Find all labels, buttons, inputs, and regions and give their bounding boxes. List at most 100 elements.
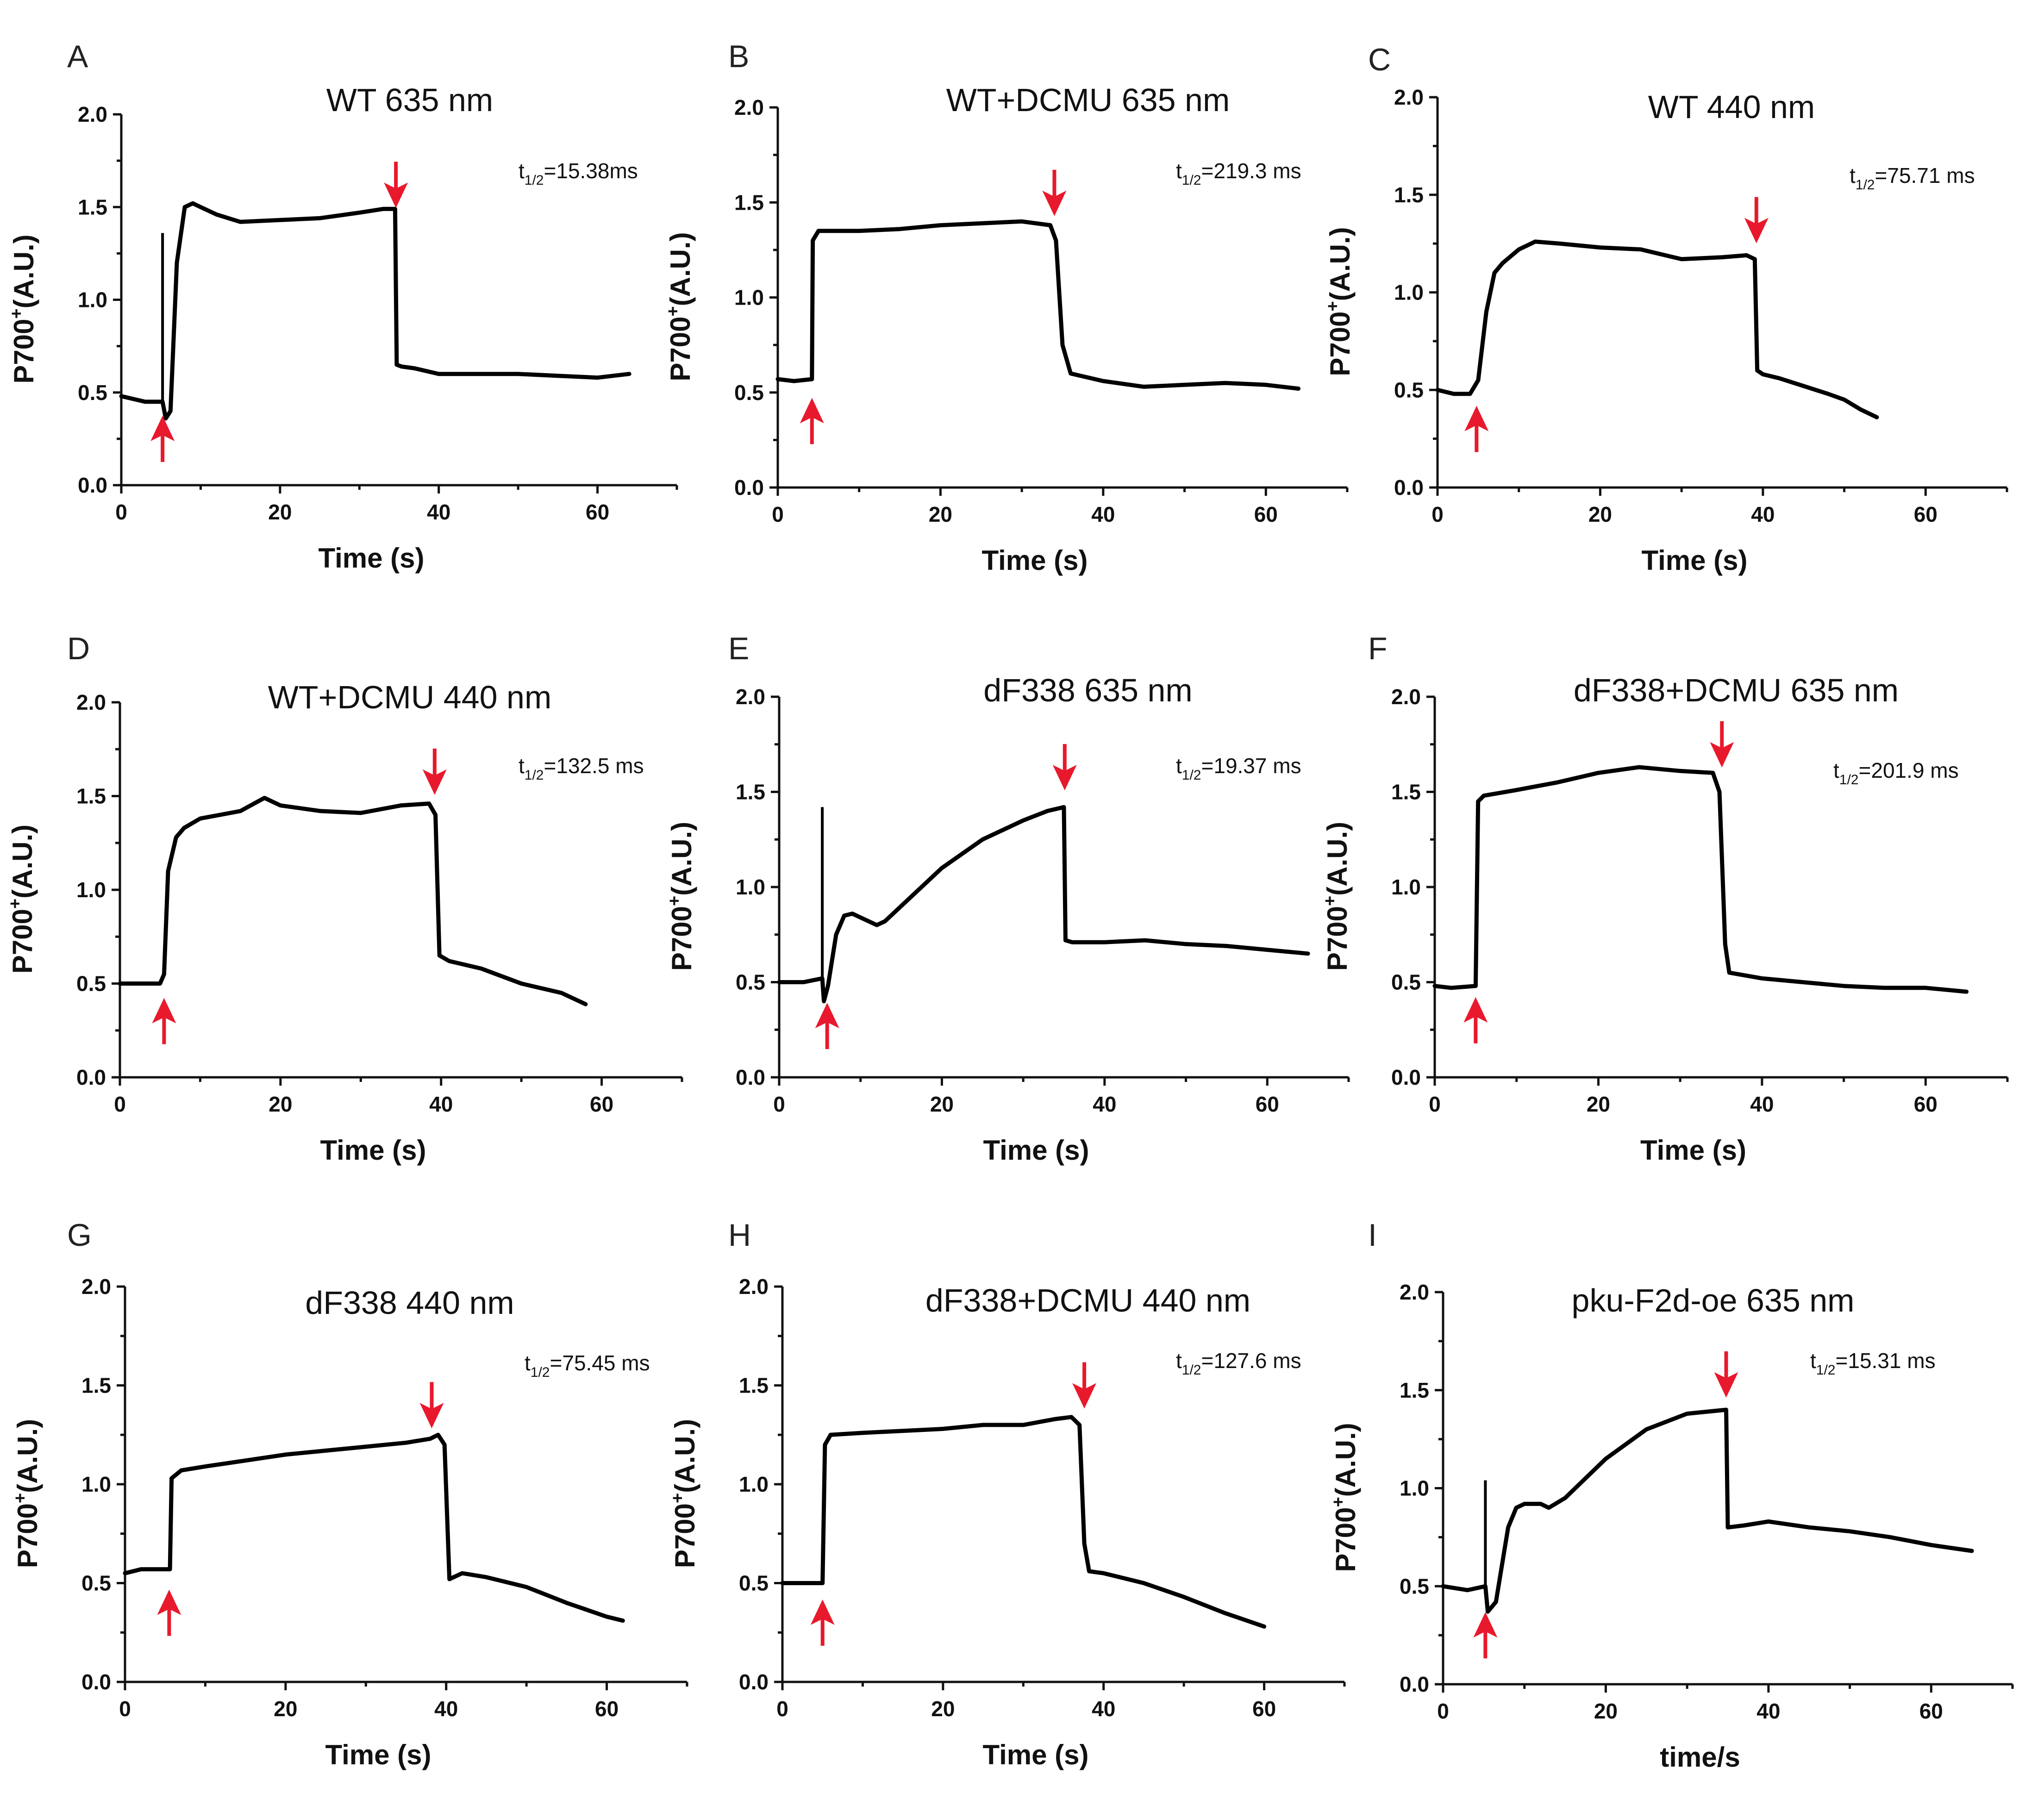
light-off-arrow <box>1714 1351 1738 1398</box>
y-tick-label: 0.5 <box>1391 970 1421 994</box>
panel-B: B WT+DCMU 635 nm t1/2=219.3 ms 0.0 0.5 1.0 1.5… <box>663 39 1349 576</box>
y-tick-label: 1.0 <box>81 1472 111 1496</box>
x-tick-label: 60 <box>1256 1092 1279 1116</box>
light-off-arrow <box>1042 169 1067 216</box>
x-tick-label: 0 <box>115 500 127 524</box>
x-tick-label: 20 <box>274 1697 297 1721</box>
x-tick-label: 0 <box>776 1697 788 1721</box>
y-tick-label: 2.0 <box>734 95 764 119</box>
light-on-arrow <box>157 1589 181 1636</box>
panel-A: A WT 635 nm t1/2=15.38ms 0.0 0.5 1.0 1.5 2.0 0 20… <box>7 39 678 574</box>
light-on-arrow <box>150 415 175 462</box>
light-on-arrow <box>1473 1612 1498 1659</box>
trace-line <box>775 219 1301 391</box>
panel-title: WT+DCMU 440 nm <box>268 679 552 715</box>
y-tick-label: 1.0 <box>736 875 765 899</box>
x-tick-label: 40 <box>1092 1697 1115 1721</box>
panel-title: WT 440 nm <box>1648 89 1815 125</box>
light-off-arrow <box>419 1382 444 1429</box>
y-tick-label: 1.0 <box>1391 875 1421 899</box>
light-on-arrow <box>815 1003 839 1050</box>
panel-letter: A <box>67 39 88 74</box>
x-axis-label: Time (s) <box>1640 1135 1746 1166</box>
light-on-arrow <box>1463 997 1488 1044</box>
y-tick-label: 0.0 <box>78 473 107 497</box>
half-time-label: t1/2=19.37 ms <box>1176 754 1301 783</box>
half-time-label: t1/2=127.6 ms <box>1176 1349 1301 1378</box>
panel-letter: G <box>67 1218 92 1253</box>
x-tick-label: 60 <box>1914 502 1938 526</box>
x-tick-label: 0 <box>1431 502 1444 526</box>
y-axis-label: P700+(A.U.) <box>1323 227 1356 376</box>
y-tick-label: 0.0 <box>1391 1065 1421 1089</box>
x-tick-label: 40 <box>1091 502 1115 526</box>
y-axis-label: P700+(A.U.) <box>11 1419 43 1568</box>
x-tick-label: 20 <box>269 1092 292 1116</box>
y-tick-label: 1.5 <box>1400 1378 1429 1402</box>
y-tick-label: 1.0 <box>739 1472 769 1496</box>
y-axis-label: P700+(A.U.) <box>6 825 38 974</box>
x-tick-label: 20 <box>1588 502 1612 526</box>
trace-line <box>1435 239 1879 419</box>
panel-title: dF338 440 nm <box>305 1285 514 1321</box>
y-axis-label: P700+(A.U.) <box>7 234 39 383</box>
y-tick-label: 0.5 <box>736 970 765 994</box>
y-axis-label: P700+(A.U.) <box>1320 822 1353 971</box>
trace-line <box>780 1415 1267 1629</box>
y-tick-label: 0.5 <box>78 381 107 405</box>
x-tick-label: 60 <box>590 1092 613 1116</box>
x-tick-label: 60 <box>1252 1697 1276 1721</box>
y-tick-label: 1.0 <box>76 878 106 902</box>
trace-line <box>1432 765 1969 994</box>
light-on-arrow <box>1464 406 1489 452</box>
y-tick-label: 2.0 <box>736 685 765 709</box>
half-time-label: t1/2=15.31 ms <box>1810 1349 1936 1378</box>
light-off-arrow <box>1710 721 1734 768</box>
trace-line <box>1441 1407 1974 1614</box>
half-time-label: t1/2=132.5 ms <box>519 754 644 783</box>
panel-title: dF338 635 nm <box>983 672 1192 708</box>
x-tick-label: 40 <box>1750 1092 1774 1116</box>
y-tick-label: 2.0 <box>739 1275 769 1299</box>
x-tick-label: 20 <box>929 502 952 526</box>
panel-letter: D <box>67 631 90 666</box>
light-off-arrow <box>422 748 447 795</box>
x-tick-label: 0 <box>773 1092 785 1116</box>
y-tick-label: 0.0 <box>739 1670 769 1694</box>
x-tick-label: 20 <box>930 1092 954 1116</box>
y-axis-label: P700+(A.U.) <box>663 232 696 381</box>
y-tick-label: 1.0 <box>1394 281 1424 305</box>
x-axis-label: Time (s) <box>325 1739 431 1770</box>
y-axis-label: P700+(A.U.) <box>1329 1423 1361 1572</box>
y-tick-label: 0.5 <box>1400 1574 1429 1598</box>
light-on-arrow <box>152 998 176 1044</box>
y-tick-label: 0.0 <box>76 1065 106 1089</box>
y-tick-label: 1.5 <box>734 190 764 214</box>
half-time-label: t1/2=75.45 ms <box>525 1351 650 1380</box>
y-tick-label: 0.5 <box>1394 378 1424 402</box>
y-tick-label: 1.0 <box>734 286 764 310</box>
y-tick-label: 1.5 <box>736 780 765 804</box>
x-axis-label: Time (s) <box>319 543 425 574</box>
y-tick-label: 1.0 <box>1400 1476 1429 1500</box>
x-tick-label: 60 <box>595 1697 619 1721</box>
y-tick-label: 1.5 <box>76 784 106 808</box>
x-tick-label: 20 <box>1594 1699 1618 1723</box>
panel-letter: C <box>1368 42 1391 77</box>
y-tick-label: 2.0 <box>81 1275 111 1299</box>
x-axis-label: time/s <box>1660 1742 1740 1773</box>
light-off-arrow <box>1744 197 1769 244</box>
light-off-arrow <box>1052 744 1077 791</box>
y-tick-label: 0.5 <box>76 972 106 996</box>
panel-letter: F <box>1368 631 1388 666</box>
x-axis-label: Time (s) <box>320 1135 426 1166</box>
y-tick-label: 1.0 <box>78 288 107 312</box>
x-tick-label: 40 <box>427 500 450 524</box>
trace-line <box>118 796 588 1006</box>
light-off-arrow <box>1072 1362 1097 1409</box>
y-tick-label: 0.0 <box>734 475 764 500</box>
x-axis-label: Time (s) <box>983 1739 1089 1770</box>
